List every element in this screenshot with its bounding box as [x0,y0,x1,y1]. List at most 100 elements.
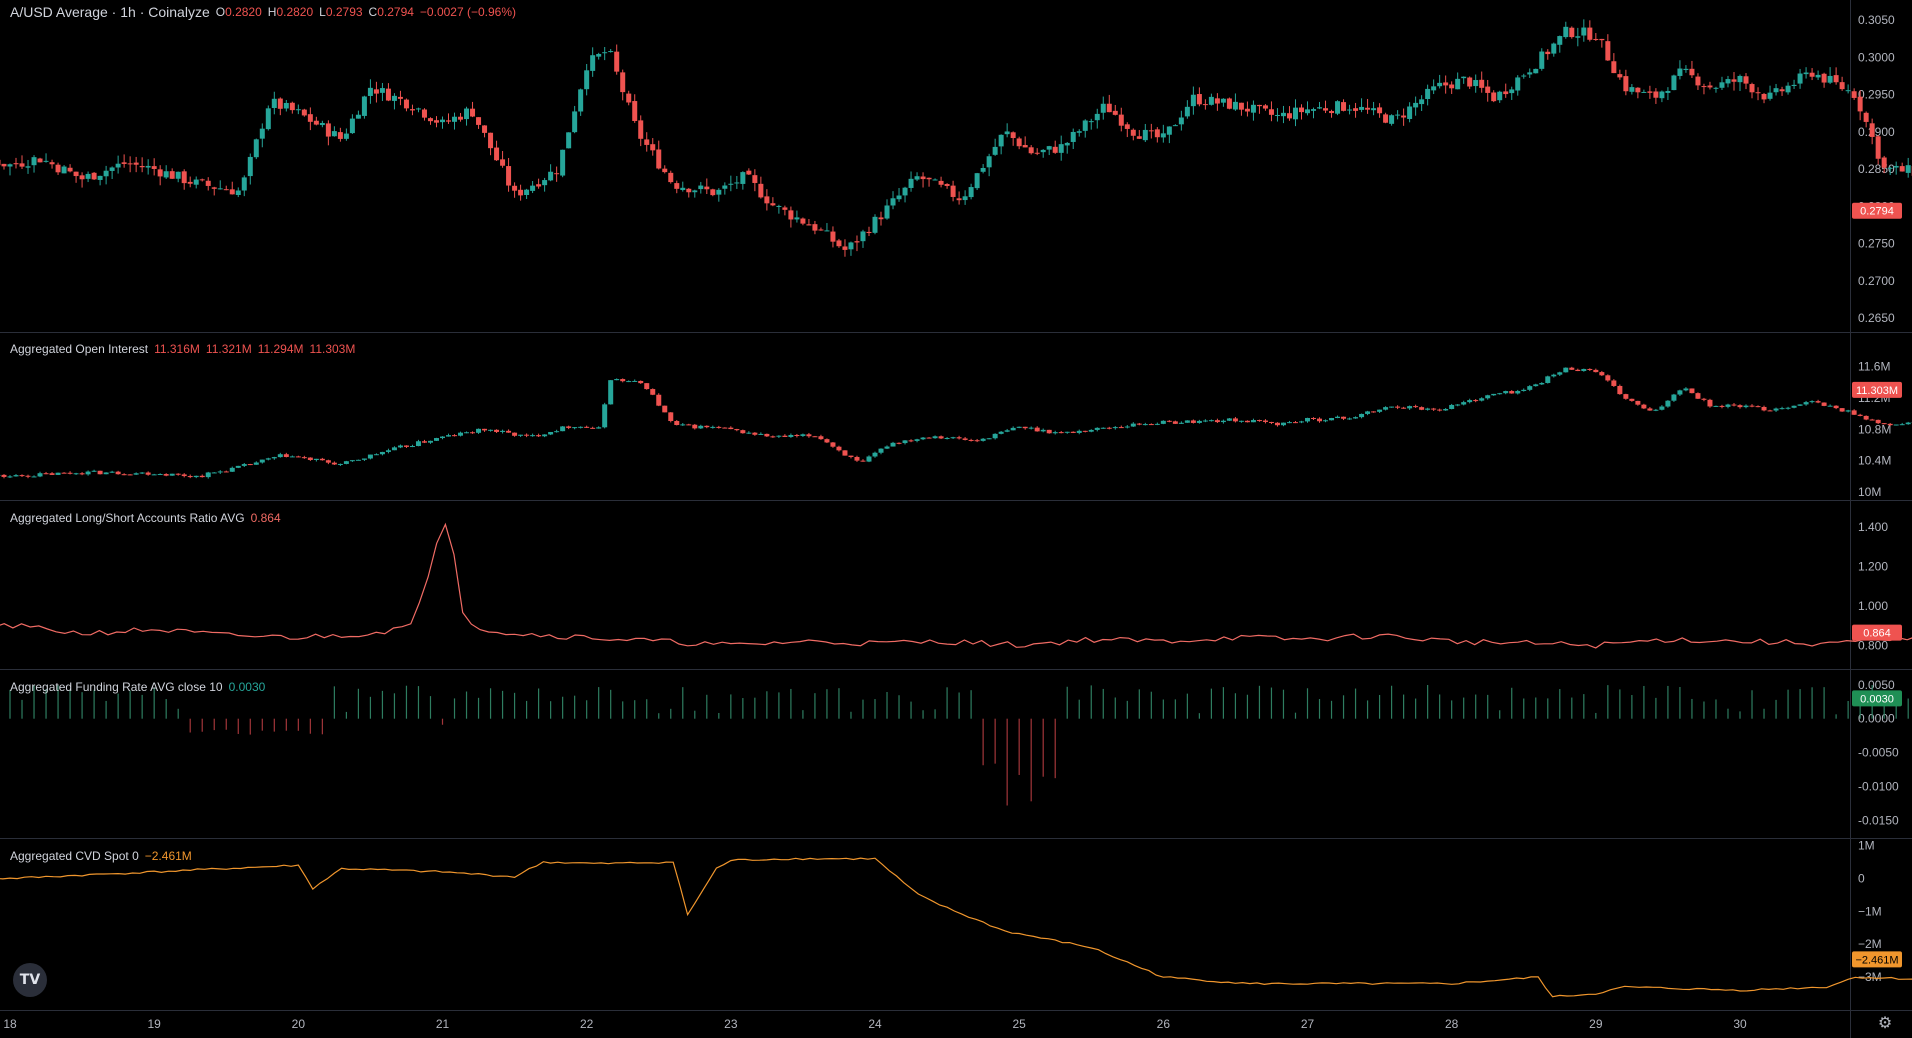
oi-candle [1124,426,1130,428]
price-candle [770,203,776,206]
oi-candle [199,475,205,478]
x-tick-label: 26 [1157,1017,1171,1031]
oi-candle [1719,405,1725,407]
y-tick-label: 1.200 [1858,559,1888,573]
oi-candle [121,474,127,476]
price-candle [656,149,662,169]
price-candle [1473,80,1479,87]
price-candle [1256,104,1262,107]
oi-candle [1539,382,1545,385]
price-candle [217,188,223,190]
price-candle [247,156,253,177]
oi-candle [1118,427,1124,429]
oi-candle [758,433,764,435]
price-candle [794,217,800,220]
oi-candle [1821,402,1827,406]
price-candle [1809,72,1815,77]
oi-candle [1755,406,1761,408]
oi-candle [1178,422,1184,424]
price-candle [1641,91,1647,93]
price-candle [283,102,289,109]
price-candle [602,52,608,54]
tradingview-logo-icon[interactable]: TV [13,963,47,997]
cvd-legend[interactable]: Aggregated CVD Spot 0 −2.461M [10,849,192,863]
price-candle [1683,68,1689,71]
price-candle [1827,75,1833,83]
price-candle [596,53,602,57]
oi-candle [1659,406,1665,410]
oi-legend[interactable]: Aggregated Open Interest 11.316M 11.321M… [10,342,355,356]
oi-candle [458,432,464,436]
price-candle [1863,112,1869,122]
oi-candle [1563,367,1569,373]
oi-candle [1142,424,1148,426]
ls-legend[interactable]: Aggregated Long/Short Accounts Ratio AVG… [10,511,281,525]
price-candle [1419,99,1425,105]
oi-candle [650,389,656,395]
price-candle [1311,109,1317,111]
ls-value: 0.864 [250,511,281,525]
oi-candle [1455,404,1461,406]
oi-candle [265,458,271,460]
y-tick-label: −2M [1858,937,1882,951]
oi-candle [1166,420,1172,422]
price-candle [680,187,686,191]
oi-candle [1148,424,1154,426]
oi-candle [1851,410,1857,415]
oi-candle [1707,399,1713,407]
price-candle [1028,147,1034,154]
price-candle [85,173,91,179]
ohlc-low: L0.2793 [319,5,363,19]
price-candle [1737,75,1743,83]
oi-candle [1016,426,1022,428]
oi-candle [313,458,319,460]
oi-candle [1815,401,1821,403]
price-candle [1731,79,1737,82]
oi-candle [1683,388,1689,391]
oi-candle [896,442,902,444]
y-tick-label: 1.400 [1858,520,1888,534]
fr-legend[interactable]: Aggregated Funding Rate AVG close 10 0.0… [10,680,265,694]
y-tick-label: 0.2900 [1858,125,1895,139]
price-candle [554,173,560,175]
gear-icon[interactable]: ⚙ [1877,1015,1893,1032]
oi-candle [1899,424,1905,426]
price-candle [1821,73,1827,83]
oi-candle [1635,400,1641,405]
y-tick-label: 0.0050 [1858,678,1895,692]
price-candle [710,189,716,196]
oi-candle [530,435,536,437]
price-candle [536,184,542,187]
price-candle [1857,96,1863,112]
price-candle [1088,121,1094,123]
oi-candle [656,394,662,406]
price-candle [205,180,211,186]
oi-candle [97,470,103,475]
oi-candle [289,456,295,458]
price-candle [1359,106,1365,110]
oi-candle [301,457,307,459]
price-candle [325,123,331,137]
oi-candle [241,464,247,466]
price-candle [1353,108,1359,111]
oi-candle [229,467,235,472]
price-candle [1076,131,1082,133]
oi-candle [187,476,193,478]
oi-candle [1202,420,1208,422]
price-candle [1767,92,1773,99]
price-candle [1779,89,1785,92]
oi-candle [1365,411,1371,414]
price-candle [337,132,343,139]
oi-candle [307,457,313,460]
price-candle [199,179,205,181]
oi-candle [626,381,632,383]
price-candle [373,89,379,94]
oi-candle [680,424,686,426]
price-candle [974,173,980,189]
price-candle [836,240,842,247]
oi-candle [319,458,325,461]
oi-candle [1088,429,1094,432]
symbol-title[interactable]: A/USD Average · 1h · Coinalyze [10,4,210,20]
price-candle [1449,84,1455,89]
